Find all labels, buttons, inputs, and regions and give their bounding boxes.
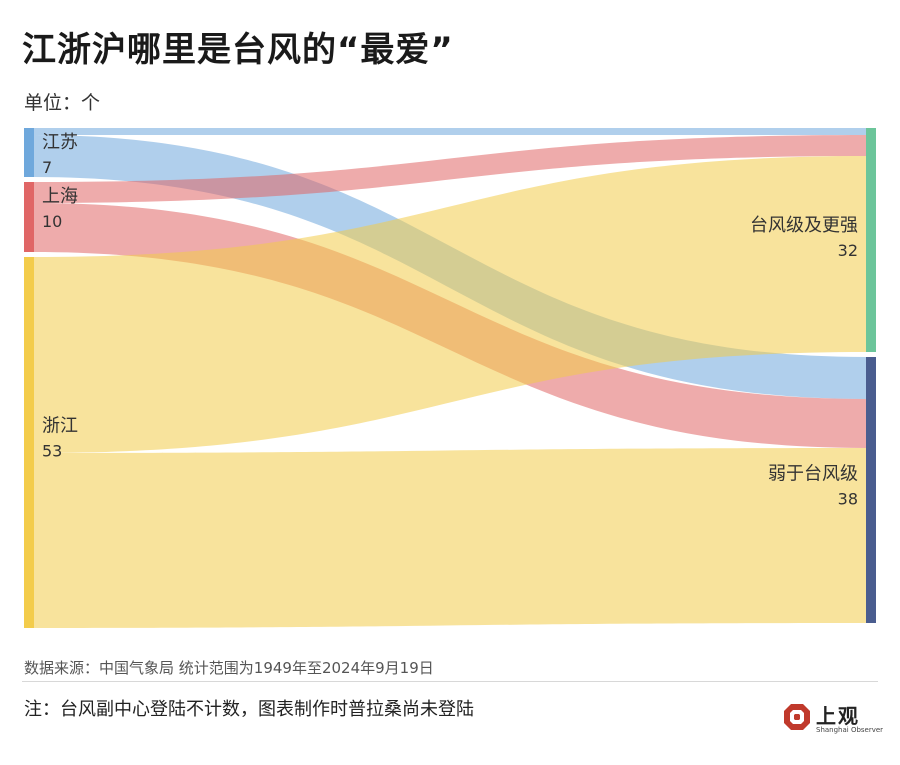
sankey-chart: 江苏 7 上海 10 浙江 53 台风级及更强 32 弱于台风级 38 (24, 128, 876, 628)
source-label-0: 江苏 (42, 132, 78, 153)
target-node-0 (866, 128, 876, 352)
link-4 (34, 156, 866, 453)
source-value-1: 10 (42, 212, 62, 231)
source-node-2 (24, 257, 34, 628)
unit-label: 单位：个 (24, 92, 101, 114)
source-label-1: 上海 (42, 186, 78, 207)
source-label-2: 浙江 (42, 415, 78, 436)
logo-text: 上观 (816, 704, 860, 728)
logo-subtext: Shanghai Observer (816, 726, 884, 734)
sankey-nodes (24, 128, 876, 628)
divider (22, 681, 878, 682)
link-5 (34, 448, 866, 628)
data-source: 数据来源：中国气象局 统计范围为1949年至2024年9月19日 (24, 659, 434, 677)
target-value-0: 32 (838, 241, 858, 260)
source-node-0 (24, 128, 34, 177)
sankey-labels: 江苏 7 上海 10 浙江 53 台风级及更强 32 弱于台风级 38 (42, 132, 858, 508)
link-0 (34, 128, 866, 135)
source-value-2: 53 (42, 441, 62, 460)
target-node-1 (866, 357, 876, 623)
source-node-1 (24, 182, 34, 252)
chart-title: 江浙沪哪里是台风的“最爱” (22, 30, 454, 70)
source-value-0: 7 (42, 158, 52, 177)
link-2 (34, 135, 866, 203)
shanghai-observer-logo: 上观 Shanghai Observer (782, 700, 883, 740)
footnote: 注：台风副中心登陆不计数，图表制作时普拉桑尚未登陆 (24, 699, 474, 720)
logo-icon (784, 704, 810, 730)
sankey-links (34, 128, 866, 628)
target-value-1: 38 (838, 489, 858, 508)
target-label-1: 弱于台风级 (768, 463, 858, 484)
target-label-0: 台风级及更强 (750, 215, 858, 236)
